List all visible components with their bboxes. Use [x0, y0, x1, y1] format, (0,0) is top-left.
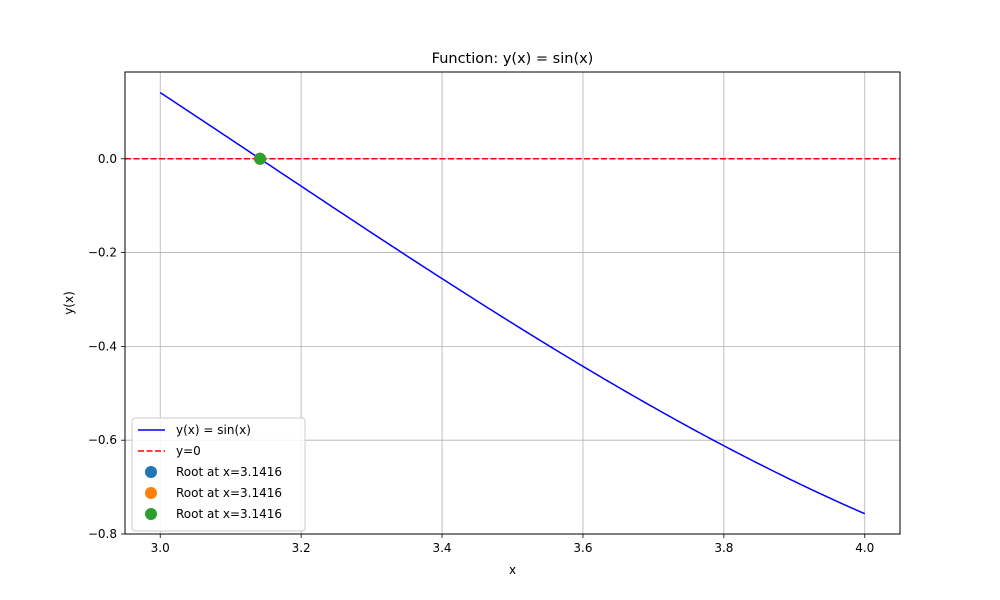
x-tick-label: 3.4 [432, 541, 451, 555]
root-point-4 [253, 152, 266, 165]
x-tick-label: 3.2 [292, 541, 311, 555]
y-tick-label: 0.0 [98, 152, 117, 166]
legend: y(x) = sin(x) y=0 Root at x=3.1416 Root at … [131, 417, 306, 532]
plot-frame [124, 71, 901, 535]
series-layer [125, 91, 900, 515]
x-tick-label: 4.0 [855, 541, 874, 555]
chart-title: Function: y(x) = sin(x) [432, 51, 594, 67]
legend-marker [145, 487, 157, 499]
legend-marker [145, 466, 157, 478]
x-tick-label: 3.0 [151, 541, 170, 555]
legend-entry: Root at x=3.1416 [145, 486, 282, 500]
legend-box [131, 417, 306, 532]
legend-entry: Root at x=3.1416 [145, 507, 282, 521]
x-tick-label: 3.8 [714, 541, 733, 555]
x-axis-label: x [509, 563, 516, 577]
legend-label: y(x) = sin(x) [176, 423, 251, 437]
legend-label: y=0 [176, 444, 201, 458]
y-axis-label: y(x) [62, 291, 76, 315]
y-tick-label: −0.6 [88, 433, 117, 447]
legend-label: Root at x=3.1416 [176, 507, 282, 521]
y-tick-label: −0.4 [88, 339, 117, 353]
legend-label: Root at x=3.1416 [176, 486, 282, 500]
legend-entry: y(x) = sin(x) [138, 423, 251, 437]
y-tick-label: −0.2 [88, 246, 117, 260]
y-tick-label: −0.8 [88, 527, 117, 541]
ticks: 3.0 3.2 3.4 3.6 3.8 4.0 0.0 −0.2 −0.4 −0.6 −0.8 [88, 152, 874, 555]
series-line-sin [159, 91, 866, 515]
legend-marker [145, 508, 157, 520]
x-tick-label: 3.6 [573, 541, 592, 555]
legend-label: Root at x=3.1416 [176, 465, 282, 479]
legend-entry: Root at x=3.1416 [145, 465, 282, 479]
legend-entry: y=0 [138, 444, 201, 458]
